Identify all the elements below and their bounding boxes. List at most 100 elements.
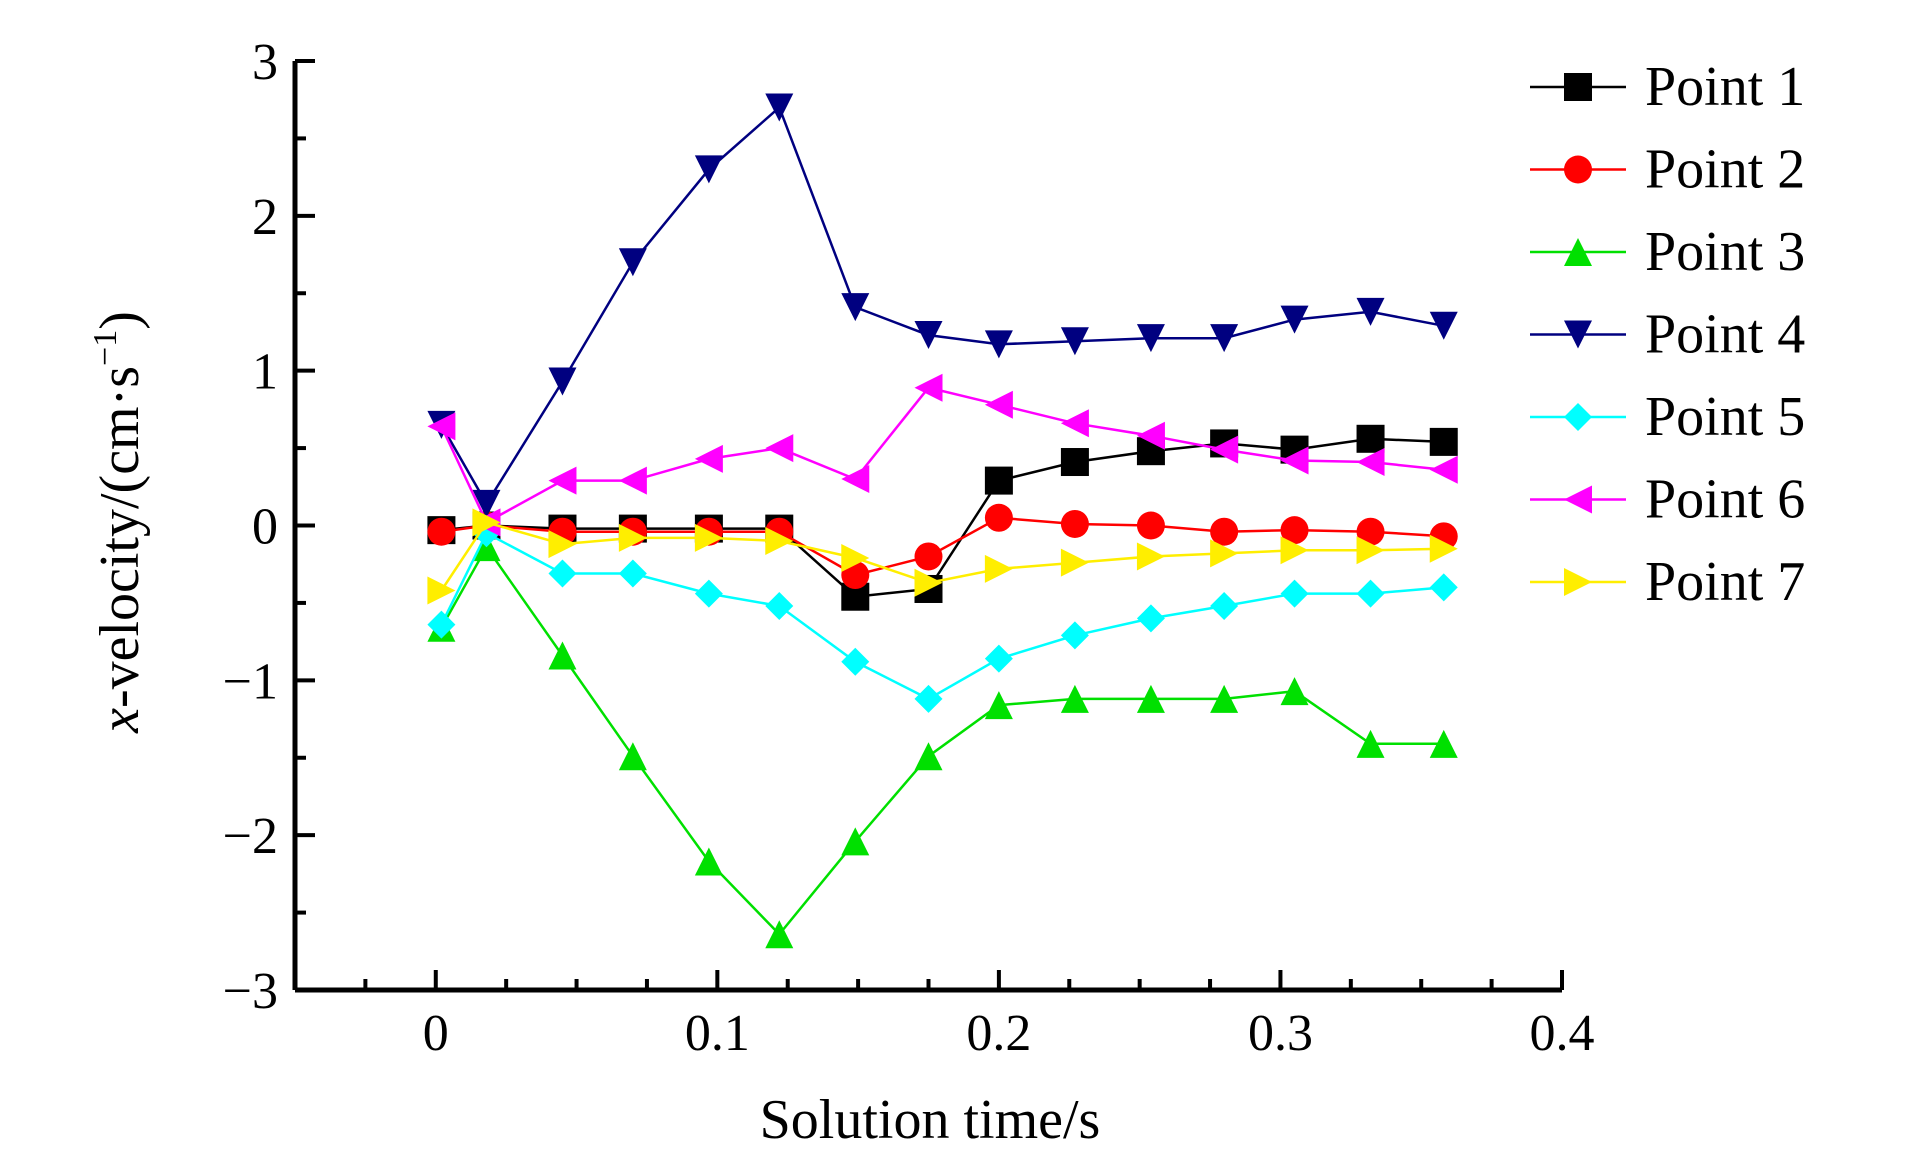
x-tick-label: 0 [423, 1005, 449, 1062]
data-point [1060, 548, 1089, 577]
data-point [1210, 592, 1239, 621]
data-point [765, 920, 794, 949]
data-point [1429, 311, 1458, 340]
data-point [618, 248, 647, 277]
data-point [1280, 305, 1309, 334]
data-point [618, 523, 647, 552]
legend-entry: Point 5 [1530, 386, 1805, 448]
data-point [1356, 517, 1385, 546]
data-point [984, 390, 1013, 419]
data-point [548, 559, 577, 588]
y-tick-label: −1 [223, 653, 278, 710]
legend-marker [1564, 568, 1592, 596]
data-point [984, 330, 1013, 359]
legend-label: Point 4 [1645, 304, 1805, 366]
data-point [1356, 448, 1385, 477]
data-point [1280, 536, 1309, 565]
legend-entry: Point 2 [1530, 139, 1805, 201]
x-axis-label: Solution time/s [760, 1089, 1101, 1151]
data-point [618, 742, 647, 771]
data-point [1210, 435, 1239, 464]
series-line [440, 531, 1444, 701]
data-point [841, 465, 870, 494]
y-tick-label: 2 [252, 189, 278, 246]
data-point [984, 691, 1013, 720]
data-point [1429, 455, 1458, 484]
legend-label: Point 5 [1645, 386, 1805, 448]
data-point [427, 517, 456, 546]
series-7 [427, 508, 1458, 605]
data-point [1136, 324, 1165, 353]
ticks: 0 0.1 0.2 0.3 0.4 −3 −2 −1 0 1 2 3 [223, 34, 1595, 1062]
data-point [1136, 511, 1165, 540]
data-point [1210, 517, 1239, 546]
legend-label: Point 2 [1645, 139, 1805, 201]
data-point [548, 530, 577, 559]
data-point [1210, 684, 1239, 713]
data-point [1210, 539, 1239, 568]
data-point [1429, 573, 1458, 602]
data-point [914, 321, 943, 350]
data-point [618, 466, 647, 495]
data-point [984, 466, 1013, 495]
data-point [1429, 427, 1458, 456]
legend-entry: Point 4 [1530, 304, 1805, 366]
data-point [765, 526, 794, 555]
legend-entry: Point 3 [1530, 221, 1805, 283]
x-tick-label: 0.1 [685, 1005, 750, 1062]
data-point [1356, 729, 1385, 758]
x-tick-label: 0.2 [966, 1005, 1031, 1062]
y-tick-label: 1 [252, 344, 278, 401]
y-tick-label: −3 [223, 963, 278, 1020]
data-point [984, 554, 1013, 583]
data-point [548, 641, 577, 670]
legend-marker [1564, 403, 1592, 431]
legend-label: Point 3 [1645, 221, 1805, 283]
y-axis-label-superscript: −1 [87, 330, 124, 366]
legend-entry: Point 7 [1530, 551, 1805, 613]
data-point [841, 647, 870, 676]
series-2 [427, 503, 1458, 590]
data-point [1280, 516, 1309, 545]
data-point [1060, 448, 1089, 477]
series-6 [427, 373, 1458, 537]
data-point [914, 542, 943, 571]
data-point [427, 412, 456, 441]
data-point [427, 576, 456, 605]
legend-entry: Point 1 [1530, 56, 1805, 118]
data-point [472, 489, 501, 518]
y-tick-label: 3 [252, 34, 278, 91]
data-point [1060, 327, 1089, 356]
data-point [914, 684, 943, 713]
y-axis-label-text: -velocity/(cm·s [89, 366, 151, 708]
data-point [914, 568, 943, 597]
data-point [1136, 542, 1165, 571]
data-point [1356, 579, 1385, 608]
data-point [1136, 421, 1165, 450]
series-5 [427, 519, 1458, 713]
data-point [914, 373, 943, 402]
data-point [765, 434, 794, 463]
data-point [548, 466, 577, 495]
y-axis-label: x-velocity/(cm·s−1) [87, 311, 151, 734]
legend-marker [1564, 155, 1592, 184]
data-point [1280, 579, 1309, 608]
data-point [1429, 729, 1458, 758]
legend-marker [1564, 320, 1592, 349]
data-point [694, 444, 723, 473]
x-tick-label: 0.4 [1530, 1005, 1595, 1062]
data-point [694, 523, 723, 552]
data-point [1280, 446, 1309, 475]
series-4 [427, 93, 1458, 518]
data-point [914, 742, 943, 771]
y-axis-label-close: ) [89, 311, 151, 330]
legend: Point 1 Point 2 Point 3 Point 4 Point 5 Point… [1530, 56, 1805, 613]
series-3 [427, 533, 1458, 949]
data-point [984, 503, 1013, 532]
data-point [1060, 509, 1089, 538]
data-point [1136, 684, 1165, 713]
data-point [548, 367, 577, 396]
data-point [984, 644, 1013, 673]
legend-marker [1564, 73, 1592, 101]
